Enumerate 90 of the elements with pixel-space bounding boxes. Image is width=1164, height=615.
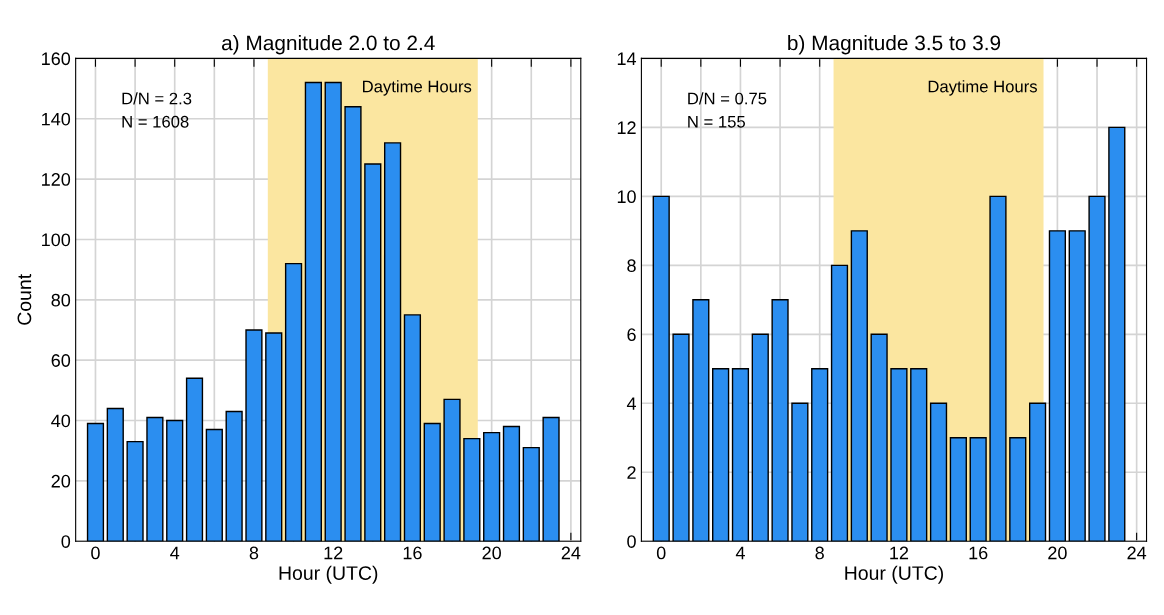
bar	[364, 163, 382, 542]
annotation: D/N = 0.75	[688, 92, 767, 105]
x-tick-label: 16	[969, 546, 988, 560]
x-tick-label: 0	[91, 546, 100, 560]
y-tick-label: 120	[42, 173, 71, 186]
bar	[166, 419, 184, 542]
y-tick-label: 8	[627, 259, 636, 273]
y-axis-title: Count	[17, 274, 32, 325]
y-tick-label: 6	[627, 328, 636, 342]
y-tick-label: 0	[61, 535, 71, 548]
bar	[146, 416, 164, 542]
x-axis-title: Hour (UTC)	[845, 565, 943, 584]
bar	[791, 402, 809, 542]
x-tick-label: 20	[1048, 546, 1067, 560]
bar	[652, 195, 670, 542]
bar	[1028, 402, 1047, 542]
chart-title: a) Magnitude 2.0 to 2.4	[221, 34, 435, 55]
bar	[284, 262, 303, 542]
annotation: N = 1608	[122, 115, 189, 128]
y-tick-label: 140	[42, 112, 71, 126]
y-tick-label: 12	[617, 121, 636, 134]
y-tick-label: 4	[626, 397, 637, 410]
bar	[324, 81, 342, 542]
x-tick-label: 4	[735, 546, 745, 560]
bar	[205, 428, 223, 542]
y-tick-label: 20	[51, 474, 71, 488]
bar	[890, 368, 908, 542]
annotation: N = 155	[688, 116, 746, 128]
bar	[304, 81, 322, 542]
x-tick-label: 24	[561, 546, 581, 560]
bar	[542, 416, 560, 542]
bar	[1108, 126, 1126, 542]
bar	[185, 377, 204, 542]
y-tick-label: 40	[51, 414, 71, 428]
bar	[929, 402, 948, 542]
x-axis-title: Hour (UTC)	[279, 565, 378, 584]
bar	[86, 422, 105, 542]
x-tick-label: 4	[170, 546, 180, 560]
x-tick-label: 0	[656, 546, 666, 560]
bar	[463, 437, 481, 542]
bar	[692, 299, 710, 542]
bar	[830, 264, 849, 542]
x-tick-label: 12	[890, 546, 909, 560]
band-label: Daytime Hours	[363, 80, 472, 96]
bar	[1068, 230, 1086, 542]
bar	[403, 314, 422, 542]
x-tick-label: 8	[815, 546, 824, 560]
bar	[106, 407, 124, 542]
bar	[483, 431, 501, 542]
bar	[949, 437, 967, 542]
bar	[870, 333, 888, 542]
x-tick-label: 24	[1127, 546, 1147, 560]
y-tick-label: 160	[42, 52, 71, 66]
y-tick-label: 60	[51, 354, 71, 367]
bar	[969, 437, 987, 542]
annotation: D/N = 2.3	[122, 92, 192, 105]
bar	[712, 368, 730, 542]
bar	[910, 368, 928, 542]
bar	[989, 195, 1007, 542]
y-tick-label: 0	[627, 535, 636, 548]
bar	[245, 329, 263, 542]
bar	[1009, 437, 1027, 542]
bar	[1048, 230, 1067, 542]
x-tick-label: 8	[249, 546, 259, 560]
x-tick-label: 16	[403, 546, 422, 560]
bar	[672, 333, 690, 542]
y-tick-label: 2	[627, 466, 636, 479]
bar	[502, 425, 521, 542]
bar	[443, 398, 461, 542]
bar	[126, 440, 144, 542]
band-label: Daytime Hours	[928, 80, 1037, 96]
bar	[265, 332, 283, 542]
bar	[731, 368, 750, 542]
bar	[344, 106, 362, 542]
y-tick-label: 80	[51, 293, 71, 307]
y-tick-label: 100	[42, 233, 71, 247]
y-tick-label: 10	[617, 190, 636, 204]
bar	[522, 446, 540, 542]
bar	[811, 368, 829, 542]
bar	[751, 333, 769, 542]
bar	[383, 142, 402, 542]
y-tick-label: 14	[617, 52, 637, 65]
bar	[850, 230, 868, 542]
bar	[225, 410, 243, 542]
x-tick-label: 12	[324, 546, 343, 560]
chart-title: b) Magnitude 3.5 to 3.9	[788, 34, 1001, 55]
bar	[771, 299, 789, 542]
bar	[423, 422, 441, 542]
x-tick-label: 20	[482, 546, 501, 560]
bar	[1088, 195, 1106, 542]
